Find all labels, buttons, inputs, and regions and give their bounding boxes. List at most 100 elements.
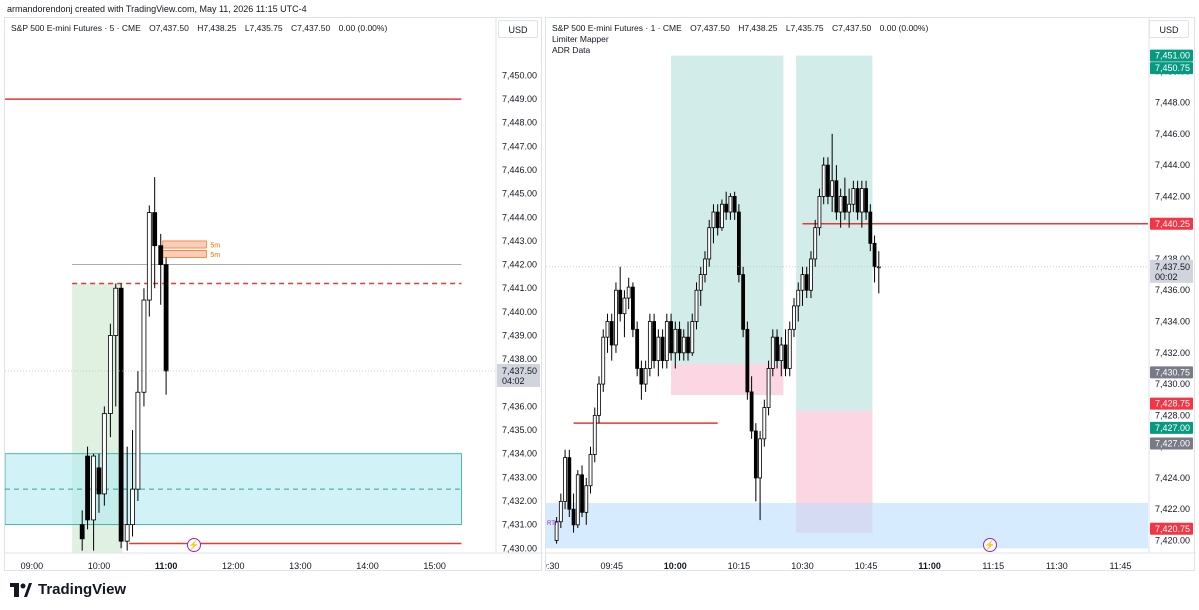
candle-up <box>813 227 818 260</box>
price-tag-label: 7,430.75 <box>1155 367 1190 377</box>
candle-down <box>732 196 737 213</box>
candle-up <box>101 413 107 495</box>
y-tick-label: 7,440.00 <box>502 307 537 317</box>
candle-up <box>554 521 559 541</box>
candle-up <box>626 286 631 299</box>
zone-profit <box>796 55 873 411</box>
x-tick-label: 09:00 <box>21 561 44 571</box>
x-tick-label: 09:30 <box>546 561 559 571</box>
ohlc-readout: O7,437.50 H7,438.25 L7,435.75 C7,437.50 … <box>149 23 393 33</box>
candle-down <box>163 264 169 372</box>
y-tick-label: 7,430.00 <box>502 543 537 553</box>
y-tick-label: 7,442.00 <box>1155 191 1190 201</box>
candle-down <box>660 336 665 362</box>
x-tick-label: 13:00 <box>289 561 312 571</box>
candle-up <box>792 305 796 330</box>
chart-panel-5m[interactable]: 5m 5m 7,430.00 7,431.00 7,432.00 7,433.00 7,43… <box>4 17 543 572</box>
candle-down <box>749 391 754 432</box>
candle-up <box>779 344 784 362</box>
candle-up <box>664 321 669 362</box>
candle-up <box>698 274 703 291</box>
y-tick-label: 7,441.00 <box>502 283 537 293</box>
x-tick-label: 11:00 <box>918 561 941 571</box>
candle-down <box>783 344 788 369</box>
candle-up <box>720 203 724 229</box>
candle-up <box>592 414 597 455</box>
y-tick-label: 7,431.00 <box>502 520 537 530</box>
credit-line: armandorendonj created with TradingView.… <box>7 4 307 14</box>
candle-up <box>91 455 97 521</box>
y-tick-label: 7,446.00 <box>1155 129 1190 139</box>
candle-up <box>707 227 712 260</box>
x-tick-label: 11:15 <box>982 561 1004 571</box>
candle-up <box>584 485 589 513</box>
candle-down <box>152 212 158 247</box>
x-tick-label: 14:00 <box>356 561 379 571</box>
last-price-label: 7,437.50 <box>502 366 537 376</box>
lightning-icon[interactable]: ⚡ <box>187 538 201 552</box>
price-tag <box>1150 397 1193 410</box>
y-tick-label: 7,449.00 <box>502 94 537 104</box>
candle-down <box>618 289 623 315</box>
price-tag-label: 7,427.00 <box>1155 439 1190 449</box>
candle-down <box>85 455 90 521</box>
candle-up <box>575 474 580 526</box>
candle-up <box>124 524 130 542</box>
candle-up <box>817 196 822 229</box>
candle-up <box>558 500 563 523</box>
candle-down <box>631 286 635 330</box>
y-tick-label: 7,428.00 <box>1155 410 1190 420</box>
high-value: H7,438.25 <box>197 23 237 33</box>
candle-up <box>146 212 152 301</box>
price-tag-label: 7,440.25 <box>1155 219 1190 229</box>
candle-down <box>571 508 576 526</box>
x-tick-label: 10:00 <box>88 561 111 571</box>
chart-canvas-1m[interactable]: 7,420.007,422.007,424.007,426.007,428.00… <box>546 18 1196 572</box>
lightning-icon[interactable]: ⚡ <box>983 538 997 552</box>
candle-up <box>681 336 686 354</box>
candle-up <box>605 321 610 338</box>
candle-up <box>796 289 801 307</box>
symbol-title[interactable]: S&P 500 E-mini Futures · 1 · CME <box>552 23 682 33</box>
y-tick-label: 7,448.00 <box>1155 98 1190 108</box>
tradingview-logo-icon <box>10 582 32 597</box>
candle-timer-label: 00:02 <box>1155 272 1178 282</box>
y-tick-label: 7,446.00 <box>502 165 537 175</box>
candle-down <box>609 321 614 346</box>
chart-canvas-5m[interactable]: 5m 5m 7,430.00 7,431.00 7,432.00 7,433.00 7,43… <box>5 18 543 572</box>
candle-down <box>868 211 873 244</box>
symbol-title[interactable]: S&P 500 E-mini Futures · 5 · CME <box>11 23 141 33</box>
currency-button[interactable]: USD <box>1149 20 1189 38</box>
open-value: O7,437.50 <box>149 23 189 33</box>
y-tick-label: 7,436.00 <box>1155 285 1190 295</box>
candle-down <box>745 328 750 393</box>
y-tick-label: 7,432.00 <box>1155 348 1190 358</box>
y-tick-label: 7,443.00 <box>502 236 537 246</box>
chart-legend: S&P 500 E-mini Futures · 1 · CME O7,437.… <box>552 23 934 56</box>
x-tick-label: 11:30 <box>1046 561 1068 571</box>
candle-down <box>804 274 809 291</box>
high-value: H7,438.25 <box>738 23 778 33</box>
candle-up <box>601 336 606 385</box>
currency-button[interactable]: USD <box>498 20 538 38</box>
rth-label: RTH <box>547 521 559 527</box>
indicator-adr-data[interactable]: ADR Data <box>552 45 591 55</box>
price-tag <box>1150 62 1193 75</box>
tradingview-logo: TradingView <box>10 581 126 598</box>
candle-up <box>766 368 771 408</box>
candle-up <box>711 211 716 229</box>
candle-down <box>834 180 839 213</box>
candle-up <box>614 289 618 346</box>
candle-up <box>758 438 762 479</box>
low-value: L7,435.75 <box>244 23 283 33</box>
open-value: O7,437.50 <box>690 23 730 33</box>
indicator-limiter-mapper[interactable]: Limiter Mapper <box>552 34 609 44</box>
candle-up <box>800 274 805 291</box>
candle-down <box>715 211 720 229</box>
chart-panel-1m[interactable]: 7,420.007,422.007,424.007,426.007,428.00… <box>545 17 1196 572</box>
candle-down <box>677 328 682 354</box>
candle-down <box>580 474 584 513</box>
x-tick-label: 10:30 <box>791 561 814 571</box>
y-tick-label: 7,438.00 <box>1155 254 1190 264</box>
zone-blue <box>546 502 1148 549</box>
